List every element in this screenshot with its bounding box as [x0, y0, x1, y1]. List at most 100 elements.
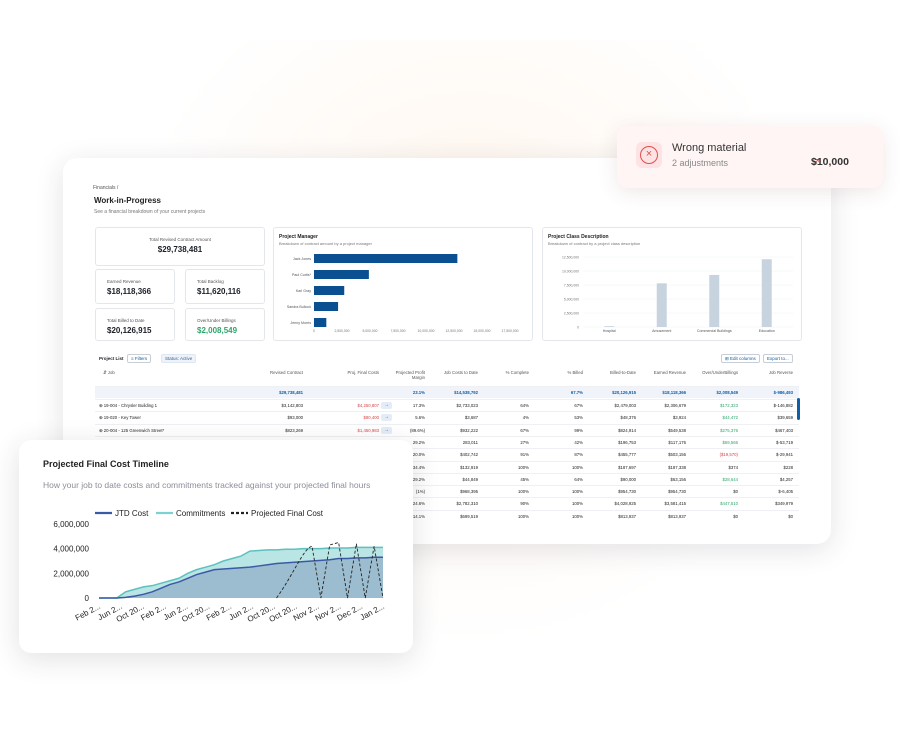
- table-header-cell[interactable]: % Billed: [567, 370, 583, 375]
- class-bar[interactable]: [604, 326, 615, 327]
- table-cell: $172,323: [720, 403, 738, 408]
- table-row[interactable]: ⊕ 19-004 - Chrysler Building 1 $3,142,803…: [95, 399, 799, 411]
- projected-final-cost-timeline-card: Projected Final Cost Timeline How your j…: [19, 440, 413, 653]
- table-cell: $4,250,807: [357, 403, 379, 408]
- table-cell: $4,028,925: [614, 501, 636, 507]
- table-header-cell[interactable]: Job Reverse: [768, 370, 793, 375]
- pm-category-label: Karl Gray: [296, 289, 311, 293]
- pm-category-label: Jenny Morris: [290, 321, 311, 325]
- legend-label: Commitments: [176, 509, 225, 518]
- expand-arrow-button[interactable]: →: [381, 426, 392, 434]
- table-cell: $503,156: [668, 452, 686, 458]
- table-cell: $0: [733, 489, 738, 495]
- x-tick-label: Dec 2...: [336, 602, 365, 623]
- table-header-cell[interactable]: Over/UnderBillings: [702, 370, 738, 375]
- legend-label: Projected Final Cost: [251, 509, 324, 518]
- table-cell: $2,008,549: [716, 390, 738, 395]
- table-header-cell[interactable]: Revised Contract: [270, 370, 303, 375]
- table-cell: $187,697: [618, 464, 636, 470]
- breadcrumb[interactable]: Financials /: [93, 185, 119, 191]
- kpi-earned-revenue: Earned Revenue $18,118,366: [95, 269, 175, 304]
- table-header-cell[interactable]: Proj. Final Costs: [347, 370, 379, 375]
- table-cell: $699,519: [460, 513, 478, 519]
- table-cell: $-53,719: [776, 439, 793, 445]
- table-cell: ⊕ 20-004 - 125 Greenwich Street*: [99, 427, 165, 433]
- filters-button[interactable]: ≡ Filters: [127, 354, 152, 363]
- jtd-cost-line: [99, 556, 383, 599]
- pm-bar[interactable]: [314, 318, 327, 327]
- edit-columns-button[interactable]: ⊞ Edit columns: [721, 354, 760, 363]
- pm-bar[interactable]: [314, 286, 345, 295]
- project-list-toolbar: Project List ≡ Filters Status: Active ⊞ …: [99, 354, 795, 366]
- table-cell: 45%: [520, 476, 529, 482]
- status-filter-chip[interactable]: Status: Active: [161, 354, 197, 363]
- pm-category-label: Jack Jones: [293, 257, 311, 261]
- project-class-bar-chart: 0 2,500,000 5,000,000 7,500,000 10,000,000 12…: [562, 256, 793, 333]
- expand-arrow-button[interactable]: →: [381, 414, 392, 422]
- table-cell: $44,849: [462, 476, 478, 482]
- toast-amount: $10,000: [811, 156, 849, 168]
- y-tick-label: 2,000,000: [53, 569, 89, 578]
- table-cell: $18,118,366: [662, 390, 686, 395]
- table-cell: 20.0%: [412, 452, 425, 458]
- table-header-cell[interactable]: Billed-to-Date: [609, 370, 636, 375]
- class-bar[interactable]: [709, 274, 720, 327]
- expand-arrow-button[interactable]: →: [381, 402, 392, 409]
- table-cell: 67%: [574, 403, 583, 408]
- table-cell: $90,000: [620, 476, 636, 482]
- table-header-cell[interactable]: Earned Revenue: [653, 370, 686, 375]
- pm-bar[interactable]: [314, 270, 369, 279]
- kpi-label: Earned Revenue: [107, 279, 141, 284]
- chart-title: Project Class Description: [548, 234, 609, 240]
- table-cell: 5.6%: [415, 415, 425, 421]
- pm-tick-label: 12,500,000: [446, 329, 463, 333]
- table-row[interactable]: ⊕ 20-004 - 125 Greenwich Street* $823,269…: [95, 423, 799, 436]
- pm-tick-label: 15,000,000: [474, 329, 491, 333]
- class-tick-label: 0: [577, 326, 579, 330]
- table-cell: (1%): [415, 489, 425, 495]
- table-cell: 53%: [574, 415, 583, 421]
- table-cell: $69,566: [722, 439, 738, 445]
- table-cell: $3,581,415: [664, 501, 686, 507]
- chart-subtitle: Breakdown of contract amount by a projec…: [279, 241, 372, 246]
- chart-title: Project Manager: [279, 234, 318, 240]
- edit-columns-label: Edit columns: [730, 356, 756, 361]
- table-row[interactable]: 29.2% $44,849 45% 64% $90,000 $63,156 $28,644 $…: [95, 472, 799, 485]
- table-scrollbar[interactable]: [797, 398, 800, 420]
- chart-subtitle: Breakdown of contract by a project class…: [548, 241, 641, 246]
- project-manager-chart-panel: Project Manager Breakdown of contract am…: [273, 227, 533, 341]
- table-header-cell[interactable]: Job Costs to Date: [443, 370, 478, 375]
- table-row[interactable]: ⊕ 19-020 - Key Tower $93,000 $80,400 → 5.6% $…: [95, 411, 799, 423]
- table-cell: $467,403: [775, 427, 793, 433]
- pm-tick-label: 7,500,000: [390, 329, 405, 333]
- timeline-title: Projected Final Cost Timeline: [43, 459, 169, 469]
- table-header-cell[interactable]: % Complete: [505, 370, 529, 375]
- pm-tick-label: 2,500,000: [334, 329, 349, 333]
- project-manager-bar-chart: Jack Jones Paul Curtis* Karl Gray Sandra Bu…: [287, 254, 519, 333]
- table-row[interactable]: 24.6% $2,782,310 90% 100% $4,028,925 $3,581,4…: [95, 497, 799, 509]
- table-header-cell[interactable]: Projected Profit Margin: [395, 370, 425, 380]
- class-tick-label: 10,000,000: [562, 270, 579, 274]
- table-row[interactable]: 20.0% $402,742 91% 87% $455,777 $503,156 ($19,…: [95, 448, 799, 460]
- class-category-label: Commercial Buildings: [697, 329, 732, 333]
- pm-tick-label: 5,000,000: [362, 329, 377, 333]
- table-cell: $813,937: [618, 513, 636, 519]
- class-bar[interactable]: [761, 259, 772, 327]
- pm-bar[interactable]: [314, 302, 339, 311]
- table-row[interactable]: 34.4% $132,919 100% 100% $187,697 $187,338 $37…: [95, 460, 799, 473]
- table-cell: ($19,570): [719, 452, 738, 458]
- table-row[interactable]: 29.2% 283,011 27% 42% $196,753 $117,176 $69,56…: [95, 435, 799, 448]
- table-cell: $0: [733, 513, 738, 519]
- table-cell: $-146,882: [773, 403, 793, 408]
- pm-bar[interactable]: [314, 254, 458, 263]
- table-cell: $954,730: [618, 489, 636, 495]
- export-button[interactable]: Export to...: [763, 354, 793, 363]
- table-header-cell[interactable]: ⇵ Job: [103, 370, 115, 375]
- class-bar[interactable]: [656, 283, 667, 327]
- toast-title: Wrong material: [672, 142, 747, 154]
- project-class-chart-panel: Project Class Description Breakdown of c…: [542, 227, 802, 341]
- kpi-label: Total Revised Contract Amount: [149, 237, 211, 242]
- table-row[interactable]: (1%) $968,395 100% 100% $954,730 $954,730 $0 $-…: [95, 485, 799, 497]
- wrong-material-toast[interactable]: × Wrong material 2 adjustments ↗: [617, 126, 883, 188]
- table-row[interactable]: 14.1% $699,519 100% 100% $813,937 $813,937 $0 $…: [95, 509, 799, 522]
